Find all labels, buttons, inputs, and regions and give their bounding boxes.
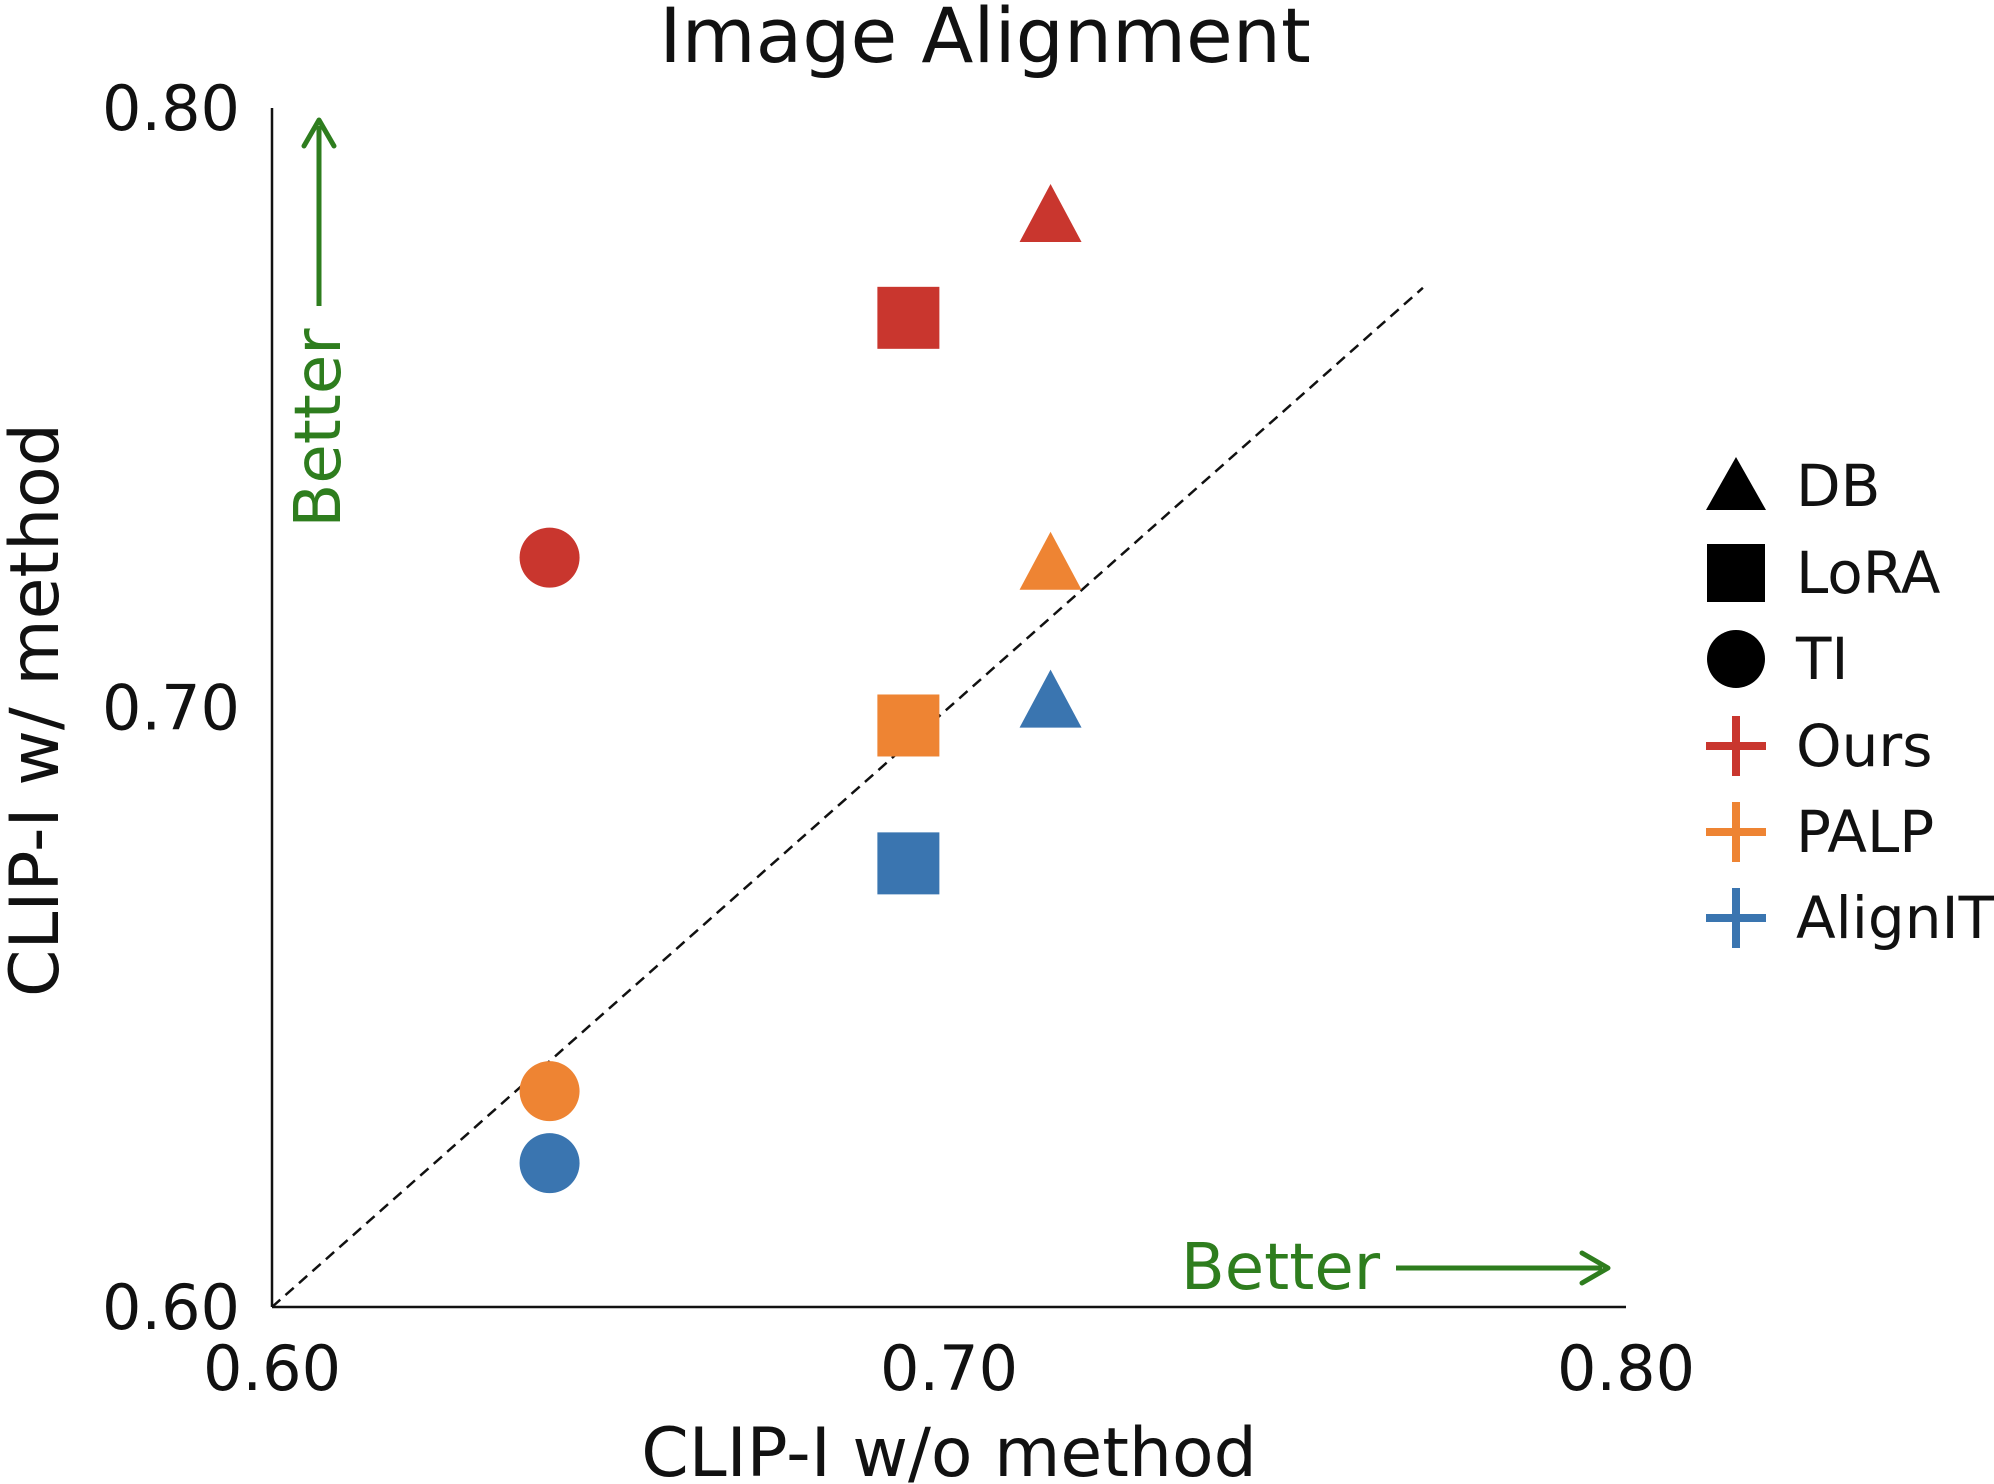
data-point-circle [519,1061,580,1122]
chart-title: Image Alignment [659,0,1311,80]
y-axis-label: CLIP-I w/ method [0,423,75,997]
y-tick-label: 0.80 [102,72,240,145]
legend-label-ti: TI [1795,625,1849,693]
x-tick-label: 0.60 [203,1332,341,1405]
legend-label-palp: PALP [1796,798,1934,866]
better-right-label: Better [1181,1231,1381,1305]
legend-square-icon [1707,544,1765,602]
better-up-label: Better [282,328,356,528]
legend-triangle-icon [1706,457,1766,510]
legend-label-db: DB [1796,452,1880,520]
data-point-square [877,286,940,349]
data-point-square [877,694,940,757]
y-tick-label: 0.60 [102,1271,240,1344]
data-point-circle [519,527,580,588]
data-point-triangle [1019,184,1082,243]
legend-label-lora: LoRA [1796,539,1941,607]
reference-diagonal-line [271,286,1424,1308]
y-tick-label: 0.70 [102,672,240,745]
data-point-triangle [1019,669,1082,728]
legend-label-ours: Ours [1796,712,1932,780]
data-point-square [877,832,940,895]
better-up-arrow-head [301,117,337,149]
legend-label-alignit: AlignIT [1796,884,1994,952]
plot-area: 0.60 0.70 0.80 0.60 0.70 0.80 Better Better [102,72,1695,1405]
better-right-arrow-head [1579,1250,1611,1286]
legend: DB LoRA TI Ours PALP AlignIT [1706,452,1994,952]
x-tick-label: 0.70 [880,1332,1018,1405]
x-axis-label: CLIP-I w/o method [641,1414,1257,1484]
x-tick-label: 0.80 [1557,1332,1695,1405]
data-point-triangle [1019,531,1082,590]
legend-circle-icon [1707,630,1765,688]
data-point-circle [519,1133,580,1194]
